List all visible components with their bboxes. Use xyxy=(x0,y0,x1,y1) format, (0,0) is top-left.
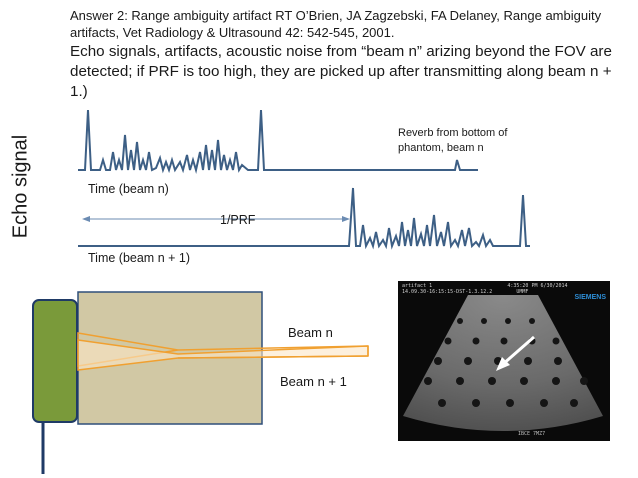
echo-trace-beam-n1 xyxy=(78,187,530,250)
time-beam-n-label: Time (beam n) xyxy=(88,182,169,196)
reverb-annotation: Reverb from bottom of phantom, beam n xyxy=(398,127,508,154)
prf-arrow-right-icon xyxy=(342,216,350,222)
beam-n-label: Beam n xyxy=(288,325,333,340)
beam-n-extension xyxy=(177,345,369,351)
ultrasound-image: artifact 1 4:35:20 PM 6/30/2014 14.09.30… xyxy=(398,281,610,441)
ultrasound-probe xyxy=(32,299,78,423)
beam-n1-label: Beam n + 1 xyxy=(280,374,347,389)
ultrasound-footer: IBCE 7MZ7 xyxy=(518,431,546,437)
ultrasound-arrow-icon xyxy=(501,335,535,367)
beam-n1-extension xyxy=(177,355,369,359)
ultrasound-header: artifact 1 4:35:20 PM 6/30/2014 14.09.30… xyxy=(402,283,568,295)
ultrasound-brand: SIEMENS xyxy=(574,294,606,301)
prf-label: 1/PRF xyxy=(220,213,256,227)
explanation-text: Echo signals, artifacts, acoustic noise … xyxy=(70,43,612,100)
prf-arrow-left-icon xyxy=(82,216,90,222)
citation-text: Answer 2: Range ambiguity artifact RT O’… xyxy=(70,8,602,40)
echo-trace-beam-n xyxy=(78,109,478,174)
time-beam-n1-label: Time (beam n + 1) xyxy=(88,251,191,265)
ultrasound-scan-sector xyxy=(403,295,603,431)
